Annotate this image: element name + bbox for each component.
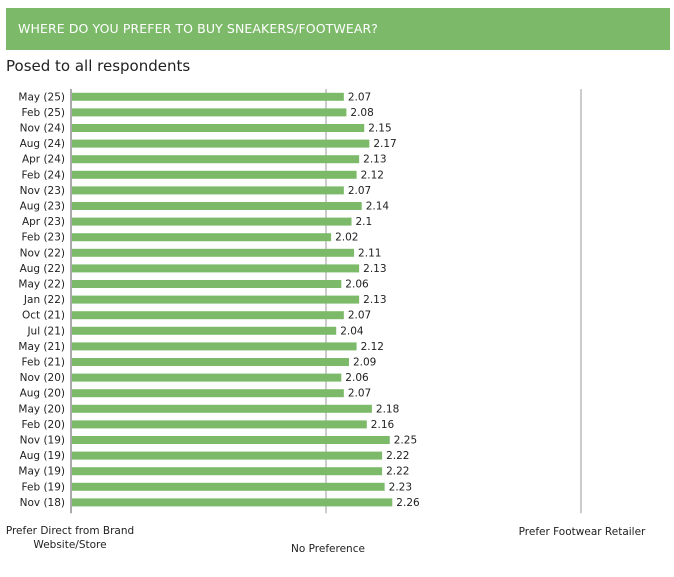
bar — [72, 139, 370, 148]
bar — [72, 217, 352, 226]
bar — [72, 202, 362, 210]
y-tick-label: Feb (24) — [22, 169, 65, 181]
y-tick-label: Apr (23) — [22, 216, 65, 228]
data-label: 2.16 — [371, 419, 395, 431]
bar — [72, 155, 360, 164]
data-label: 2.13 — [363, 263, 386, 275]
bar — [72, 92, 344, 101]
bar — [72, 420, 367, 429]
bar — [72, 404, 372, 413]
y-tick-label: May (20) — [18, 403, 65, 415]
data-label: 2.13 — [363, 154, 386, 166]
y-tick-label: Aug (23) — [20, 201, 65, 213]
bar — [72, 311, 344, 320]
bar — [72, 482, 385, 491]
y-tick-label: Aug (24) — [20, 138, 65, 150]
y-tick-label: May (21) — [18, 341, 65, 353]
data-label: 2.06 — [345, 372, 369, 384]
footer-left-label: Prefer Direct from Brand Website/Store — [5, 525, 135, 551]
y-tick-label: May (19) — [18, 466, 65, 478]
y-tick-label: Jul (21) — [26, 325, 65, 337]
data-label: 2.22 — [386, 450, 409, 462]
bar — [72, 467, 383, 476]
chart-subtitle: Posed to all respondents — [6, 57, 191, 75]
chart-title-banner: WHERE DO YOU PREFER TO BUY SNEAKERS/FOOT… — [6, 8, 670, 50]
data-label: 2.14 — [366, 201, 390, 213]
bar — [72, 280, 342, 288]
bar — [72, 358, 349, 366]
data-label: 2.13 — [363, 294, 386, 306]
data-label: 2.07 — [348, 185, 371, 197]
data-label: 2.07 — [348, 310, 371, 322]
data-label: 2.25 — [394, 435, 417, 447]
bar — [72, 233, 332, 242]
y-tick-label: Nov (23) — [20, 185, 65, 197]
y-tick-label: Oct (21) — [22, 310, 65, 322]
bar — [72, 186, 344, 195]
bar — [72, 498, 393, 507]
data-label: 2.04 — [340, 325, 364, 337]
data-label: 2.15 — [368, 123, 391, 135]
bar — [72, 124, 365, 132]
bar — [72, 451, 383, 460]
data-label: 2.18 — [376, 403, 399, 415]
footer-middle-label: No Preference — [291, 543, 365, 555]
footer-right-label: Prefer Footwear Retailer — [518, 526, 646, 538]
y-tick-label: Jan (22) — [23, 294, 65, 306]
data-label: 2.17 — [373, 138, 396, 150]
y-tick-label: Aug (20) — [20, 388, 65, 400]
y-tick-label: Feb (25) — [22, 107, 65, 119]
chart-title: WHERE DO YOU PREFER TO BUY SNEAKERS/FOOT… — [18, 21, 379, 36]
y-tick-label: Nov (22) — [20, 247, 65, 259]
bar — [72, 342, 357, 351]
data-label: 2.12 — [361, 341, 384, 353]
data-label: 2.08 — [350, 107, 373, 119]
bar — [72, 170, 357, 179]
y-tick-label: Feb (20) — [22, 419, 65, 431]
data-label: 2.1 — [356, 216, 373, 228]
data-label: 2.09 — [353, 357, 376, 369]
y-tick-label: Nov (18) — [20, 497, 65, 509]
data-label: 2.22 — [386, 466, 409, 478]
data-label: 2.07 — [348, 388, 371, 400]
data-label: 2.26 — [396, 497, 420, 509]
bar — [72, 436, 390, 444]
y-tick-label: Apr (24) — [22, 154, 65, 166]
bar — [72, 373, 342, 382]
data-label: 2.07 — [348, 91, 371, 103]
y-tick-label: Nov (20) — [20, 372, 65, 384]
bar — [72, 326, 337, 335]
data-label: 2.12 — [361, 169, 384, 181]
y-tick-label: Feb (23) — [22, 232, 65, 244]
y-tick-label: Aug (19) — [20, 450, 65, 462]
data-label: 2.23 — [389, 481, 412, 493]
data-label: 2.06 — [345, 279, 369, 291]
y-tick-label: Feb (19) — [22, 481, 65, 493]
data-label: 2.02 — [335, 232, 358, 244]
y-tick-label: May (25) — [18, 91, 65, 103]
y-tick-label: May (22) — [18, 279, 65, 291]
bar — [72, 264, 360, 273]
bar — [72, 248, 355, 257]
data-label: 2.11 — [358, 247, 381, 259]
y-tick-label: Feb (21) — [22, 357, 65, 369]
bar — [72, 295, 360, 304]
y-tick-label: Nov (19) — [20, 435, 65, 447]
bar — [72, 389, 344, 398]
y-tick-label: Nov (24) — [20, 123, 65, 135]
y-tick-label: Aug (22) — [20, 263, 65, 275]
bar — [72, 108, 347, 117]
